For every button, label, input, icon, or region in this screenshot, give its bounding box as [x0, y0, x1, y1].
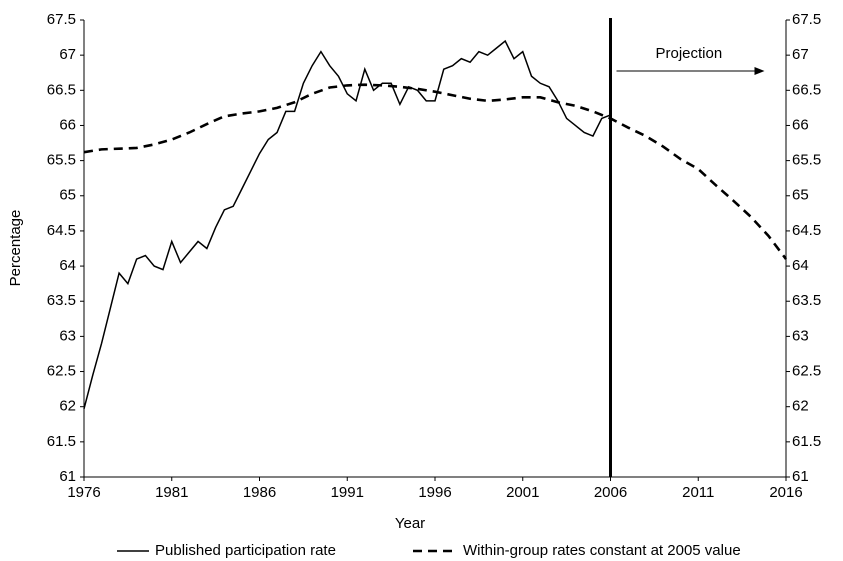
arrow-head — [754, 67, 765, 75]
y2-tick-label: 61.5 — [792, 433, 821, 450]
y-tick-label: 64 — [59, 257, 76, 274]
y2-tick-label: 67 — [792, 46, 809, 63]
y2-tick-label: 64.5 — [792, 222, 821, 239]
x-tick-label: 2016 — [769, 484, 802, 501]
y-tick-label: 66 — [59, 116, 76, 133]
y-tick-label: 63.5 — [47, 292, 76, 309]
annotation: Projection — [656, 45, 723, 62]
y-tick-label: 67 — [59, 46, 76, 63]
y-tick-label: 62.5 — [47, 363, 76, 380]
x-tick-label: 1991 — [331, 484, 364, 501]
x-tick-label: 1996 — [418, 484, 451, 501]
y-tick-label: 66.5 — [47, 81, 76, 98]
y2-tick-label: 65 — [792, 187, 809, 204]
legend-label: Within-group rates constant at 2005 valu… — [463, 542, 741, 559]
y-axis-label: Percentage — [7, 210, 24, 287]
data-line — [83, 83, 788, 260]
y-tick-label: 67.5 — [47, 11, 76, 28]
x-tick-label: 1986 — [243, 484, 276, 501]
data-line — [83, 39, 611, 409]
x-tick-label: 1981 — [155, 484, 188, 501]
x-tick-label: 2011 — [682, 484, 714, 501]
y-tick-label: 62 — [59, 398, 76, 415]
y2-tick-label: 61 — [792, 468, 809, 485]
y-tick-label: 63 — [59, 327, 76, 344]
y2-tick-label: 63.5 — [792, 292, 821, 309]
y2-tick-label: 64 — [792, 257, 809, 274]
y2-tick-label: 66 — [792, 116, 809, 133]
y2-tick-label: 67.5 — [792, 11, 821, 28]
y2-tick-label: 65.5 — [792, 152, 821, 169]
y2-tick-label: 62 — [792, 398, 809, 415]
y-tick-label: 61.5 — [47, 433, 76, 450]
legend-label: Published participation rate — [155, 542, 336, 559]
x-tick-label: 2001 — [506, 484, 539, 501]
y-tick-label: 64.5 — [47, 222, 76, 239]
x-axis-label: Year — [395, 515, 425, 532]
y-tick-label: 65 — [59, 187, 76, 204]
x-tick-label: 2006 — [594, 484, 627, 501]
y2-tick-label: 62.5 — [792, 363, 821, 380]
y2-tick-label: 63 — [792, 327, 809, 344]
y-tick-label: 65.5 — [47, 152, 76, 169]
x-tick-label: 1976 — [67, 484, 100, 501]
y-tick-label: 61 — [59, 468, 76, 485]
y2-tick-label: 66.5 — [792, 81, 821, 98]
